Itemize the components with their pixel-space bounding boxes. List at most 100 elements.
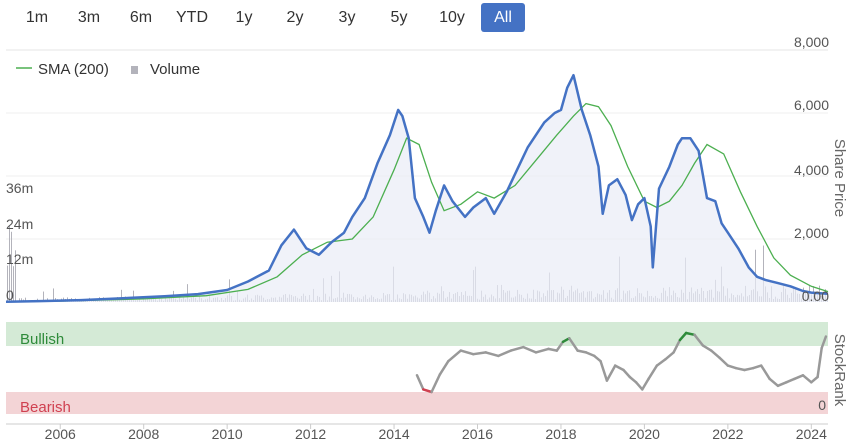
stockrank-segment <box>555 340 565 352</box>
stockrank-segment <box>751 364 763 370</box>
stockrank-segment <box>497 349 513 358</box>
x-tick-label: 2014 <box>378 426 409 442</box>
stockrank-segment <box>593 354 602 363</box>
range-button-1y[interactable]: 1y <box>235 9 253 26</box>
price-tick-label: 2,000 <box>794 225 829 241</box>
price-area <box>6 75 828 302</box>
range-button-10y[interactable]: 10y <box>439 9 465 26</box>
volume-bar <box>19 298 20 302</box>
x-tick-label: 2024 <box>796 426 827 442</box>
volume-tick-label: 0 <box>6 287 14 303</box>
stockrank-segment <box>693 333 705 347</box>
range-button-3y[interactable]: 3y <box>338 9 356 26</box>
price-tick-label: 6,000 <box>794 97 829 113</box>
stockrank-segment <box>768 377 780 388</box>
stockrank-segment <box>422 388 433 394</box>
stockrank-segment <box>647 364 659 381</box>
stockrank-segment <box>820 335 828 350</box>
bearish-band <box>6 392 828 414</box>
stockrank-segment <box>584 351 596 358</box>
volume-bar <box>25 297 26 302</box>
share-price-line <box>5 73 829 303</box>
volume-bar <box>21 298 22 302</box>
range-button-2y[interactable]: 2y <box>286 9 304 26</box>
stockrank-segment <box>634 381 644 391</box>
x-tick-label: 2016 <box>462 426 493 442</box>
volume-bar <box>15 250 16 302</box>
price-axis-title: Share Price <box>831 139 848 217</box>
stockrank-segment <box>509 345 525 352</box>
volume-bar <box>53 288 54 302</box>
range-button-all[interactable]: All <box>481 3 525 32</box>
stockrank-segment <box>701 344 713 352</box>
x-tick-label: 2012 <box>295 426 326 442</box>
stockrank-segment <box>684 331 696 337</box>
stockrank-segment <box>522 345 538 354</box>
stockrank-segment <box>599 359 609 382</box>
x-tick-label: 2020 <box>629 426 660 442</box>
volume-bar <box>11 231 12 302</box>
stockrank-segment <box>816 346 823 379</box>
stockrank-segment <box>785 377 796 384</box>
x-tick-label: 2010 <box>212 426 243 442</box>
stockrank-segment <box>664 351 675 361</box>
volume-bar <box>121 289 122 302</box>
stockrank-segment <box>810 375 819 384</box>
volume-tick-label: 12m <box>6 251 33 267</box>
volume-bar <box>7 265 8 302</box>
stockrank-segment <box>622 368 632 379</box>
stockrank-segment <box>438 359 450 376</box>
legend-sma-label: SMA (200) <box>38 61 109 78</box>
stockrank-segment <box>655 358 667 367</box>
volume-tick-label: 36m <box>6 180 33 196</box>
stockrank-segment <box>678 331 688 342</box>
x-tick-label: 2022 <box>712 426 743 442</box>
volume-bar <box>187 284 188 302</box>
stockrank-segment <box>776 381 788 388</box>
stockrank-segment <box>547 347 559 352</box>
stockrank-zero-label: 0 <box>818 397 826 413</box>
stockrank-segment <box>793 374 805 381</box>
volume-bar <box>13 266 14 302</box>
stockrank-segment <box>568 337 579 352</box>
stockrank-segment <box>734 366 746 372</box>
stockrank-segment <box>459 349 475 356</box>
x-tick-label: 2018 <box>545 426 576 442</box>
stockrank-segment <box>430 373 442 394</box>
bullish-band <box>6 322 828 346</box>
x-tick-label: 2006 <box>45 426 76 442</box>
stockrank-segment <box>641 377 650 391</box>
range-button-ytd[interactable]: YTD <box>176 9 208 26</box>
price-tick-label: 4,000 <box>794 162 829 178</box>
range-button-5y[interactable]: 5y <box>390 9 408 26</box>
stockrank-segment <box>472 351 488 356</box>
stockrank-segment <box>801 374 813 384</box>
stockrank-segment <box>628 375 638 384</box>
stockrank-segment <box>743 366 755 372</box>
range-button-6m[interactable]: 6m <box>129 9 153 26</box>
stockrank-axis-title: StockRank <box>831 334 848 407</box>
stockrank-segment <box>484 351 500 358</box>
volume-bar <box>43 291 44 302</box>
volume-bar <box>133 290 134 302</box>
stockrank-segment <box>726 364 738 370</box>
bearish-label: Bearish <box>20 399 71 416</box>
range-button-3m[interactable]: 3m <box>77 9 101 26</box>
stockrank-segment <box>534 347 550 354</box>
stockrank-segment <box>709 349 721 359</box>
stockrank-segment <box>672 338 682 354</box>
stockrank-segment <box>718 356 730 367</box>
range-button-1m[interactable]: 1m <box>25 9 49 26</box>
volume-tick-label: 24m <box>6 216 33 232</box>
price-tick-label: 8,000 <box>794 34 829 50</box>
stockrank-segment <box>759 364 771 381</box>
volume-bar <box>763 245 764 302</box>
bullish-label: Bullish <box>20 331 64 348</box>
price-tick-label: 0.00 <box>802 288 829 304</box>
legend-volume-label: Volume <box>150 61 200 78</box>
stockrank-segment <box>613 364 625 372</box>
stockrank-segment <box>576 349 588 354</box>
legend-volume-swatch <box>131 66 138 74</box>
stockrank-segment <box>447 349 463 363</box>
